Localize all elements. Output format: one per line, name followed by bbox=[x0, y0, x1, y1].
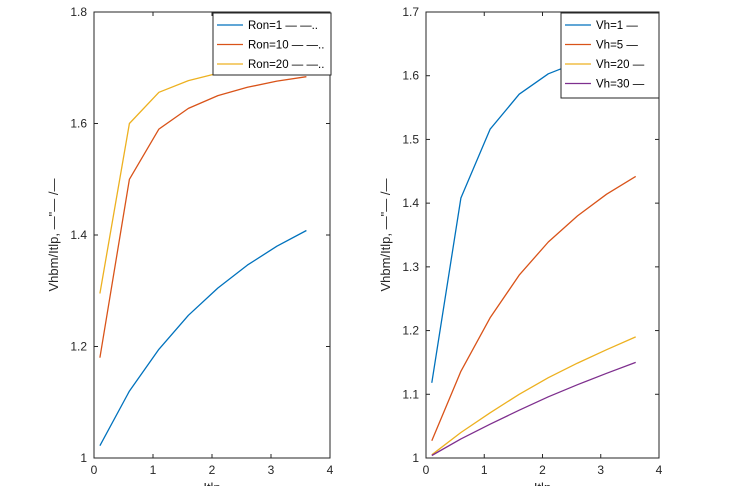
x-tick-label: 3 bbox=[597, 463, 604, 477]
legend-entry: Ron=10 — —.. bbox=[248, 40, 324, 52]
y-tick-label: 1.8 bbox=[70, 5, 87, 19]
y-tick-label: 1.1 bbox=[402, 387, 419, 401]
series-line bbox=[431, 175, 637, 442]
y-tick-label: 1.3 bbox=[402, 260, 419, 274]
y-tick-label: 1.5 bbox=[402, 132, 419, 146]
legend-entry: Ron=20 — —.. bbox=[248, 59, 324, 71]
y-tick-label: 1.7 bbox=[402, 5, 419, 19]
legend-entry: Vh=1 — bbox=[596, 20, 638, 32]
x-tick-label: 4 bbox=[656, 463, 663, 477]
legend-entry: Vh=20 — bbox=[596, 59, 645, 71]
y-tick-label: 1.4 bbox=[402, 196, 419, 210]
right-chart-panel: 0123411.11.21.31.41.51.61.7ItlpVhbm/Itlp… bbox=[378, 5, 663, 486]
y-tick-label: 1.6 bbox=[402, 69, 419, 83]
x-tick-label: 2 bbox=[209, 463, 216, 477]
y-axis-label: Vhbm/Itlp, —"— /— bbox=[378, 179, 393, 292]
legend-entry: Ron=1 — —.. bbox=[248, 20, 318, 32]
series-line bbox=[99, 229, 307, 447]
series-line bbox=[431, 336, 636, 456]
y-tick-label: 1.2 bbox=[402, 324, 419, 338]
x-tick-label: 4 bbox=[327, 463, 334, 477]
y-tick-label: 1.6 bbox=[70, 117, 87, 131]
y-tick-label: 1 bbox=[80, 451, 87, 465]
legend-entry: Vh=5 — bbox=[596, 40, 638, 52]
x-tick-label: 2 bbox=[539, 463, 546, 477]
x-tick-label: 0 bbox=[423, 463, 430, 477]
y-tick-label: 1 bbox=[412, 451, 419, 465]
x-tick-label: 1 bbox=[150, 463, 157, 477]
legend-box bbox=[212, 12, 332, 76]
y-tick-label: 1.2 bbox=[70, 340, 87, 354]
y-tick-label: 1.4 bbox=[70, 228, 87, 242]
x-tick-label: 0 bbox=[91, 463, 98, 477]
legend-entry: Vh=30 — bbox=[596, 79, 645, 91]
series-line bbox=[431, 361, 636, 457]
y-axis-label: Vhbm/Itlp, —"— /— bbox=[46, 179, 61, 292]
x-axis-label: Itlp bbox=[534, 480, 551, 486]
x-axis-label: Itlp bbox=[203, 480, 220, 486]
series-line bbox=[99, 76, 307, 358]
x-tick-label: 1 bbox=[481, 463, 488, 477]
plot-area bbox=[93, 11, 331, 459]
x-tick-label: 3 bbox=[268, 463, 275, 477]
